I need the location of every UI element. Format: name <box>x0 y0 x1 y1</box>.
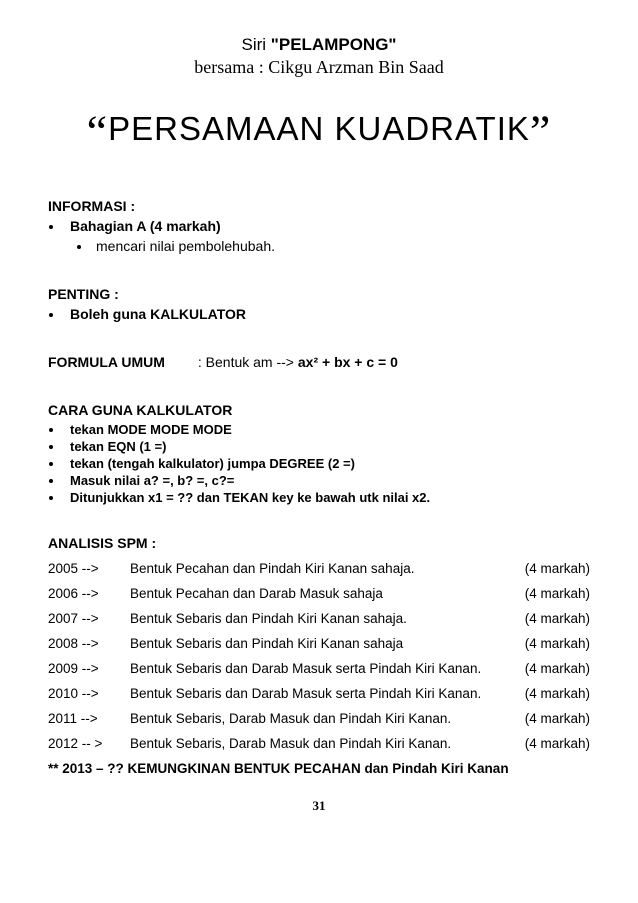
analisis-table: 2005 -->Bentuk Pecahan dan Pindah Kiri K… <box>48 561 590 751</box>
analisis-desc: Bentuk Sebaris, Darab Masuk dan Pindah K… <box>130 711 508 726</box>
author-line: bersama : Cikgu Arzman Bin Saad <box>48 57 590 78</box>
cara-item-2: tekan EQN (1 =) <box>64 439 590 454</box>
informasi-item-1-sub: mencari nilai pembolehubah. <box>92 238 590 254</box>
formula-row: FORMULA UMUM : Bentuk am --> ax² + bx + … <box>48 354 590 370</box>
analisis-future: ** 2013 – ?? KEMUNGKINAN BENTUK PECAHAN … <box>48 761 590 776</box>
analisis-year: 2008 --> <box>48 636 130 651</box>
analisis-row: 2012 -- >Bentuk Sebaris, Darab Masuk dan… <box>48 736 590 751</box>
header: Siri "PELAMPONG" bersama : Cikgu Arzman … <box>48 35 590 78</box>
cara-item-1: tekan MODE MODE MODE <box>64 422 590 437</box>
penting-label: PENTING : <box>48 286 590 302</box>
analisis-marks: (4 markah) <box>508 611 590 626</box>
cara-item-3: tekan (tengah kalkulator) jumpa DEGREE (… <box>64 456 590 471</box>
close-quote: ” <box>530 105 551 156</box>
analisis-year: 2011 --> <box>48 711 130 726</box>
page-title: “PERSAMAAN KUADRATIK” <box>48 110 590 148</box>
analisis-year: 2007 --> <box>48 611 130 626</box>
analisis-marks: (4 markah) <box>508 711 590 726</box>
analisis-year: 2010 --> <box>48 686 130 701</box>
analisis-marks: (4 markah) <box>508 736 590 751</box>
analisis-marks: (4 markah) <box>508 686 590 701</box>
analisis-row: 2008 -->Bentuk Sebaris dan Pindah Kiri K… <box>48 636 590 651</box>
analisis-desc: Bentuk Sebaris dan Pindah Kiri Kanan sah… <box>130 611 508 626</box>
analisis-year: 2012 -- > <box>48 736 130 751</box>
open-quote: “ <box>87 105 108 156</box>
formula-label: FORMULA UMUM <box>48 354 194 370</box>
analisis-row: 2011 -->Bentuk Sebaris, Darab Masuk dan … <box>48 711 590 726</box>
cara-item-4: Masuk nilai a? =, b? =, c?= <box>64 473 590 488</box>
siri-prefix: Siri <box>242 35 271 54</box>
analisis-desc: Bentuk Pecahan dan Darab Masuk sahaja <box>130 586 508 601</box>
cara-list: tekan MODE MODE MODE tekan EQN (1 =) tek… <box>48 422 590 505</box>
informasi-item-1: Bahagian A (4 markah) mencari nilai pemb… <box>64 218 590 254</box>
analisis-row: 2010 -->Bentuk Sebaris dan Darab Masuk s… <box>48 686 590 701</box>
analisis-year: 2005 --> <box>48 561 130 576</box>
analisis-marks: (4 markah) <box>508 586 590 601</box>
penting-list: Boleh guna KALKULATOR <box>48 306 590 322</box>
analisis-row: 2005 -->Bentuk Pecahan dan Pindah Kiri K… <box>48 561 590 576</box>
analisis-label: ANALISIS SPM : <box>48 535 590 551</box>
penting-item-1: Boleh guna KALKULATOR <box>64 306 590 322</box>
formula-expression: ax² + bx + c = 0 <box>298 354 398 370</box>
informasi-label: INFORMASI : <box>48 198 590 214</box>
analisis-row: 2009 -->Bentuk Sebaris dan Darab Masuk s… <box>48 661 590 676</box>
analisis-year: 2009 --> <box>48 661 130 676</box>
cara-label: CARA GUNA KALKULATOR <box>48 402 590 418</box>
formula-prefix: : Bentuk am --> <box>198 354 298 370</box>
analisis-marks: (4 markah) <box>508 661 590 676</box>
page-number: 31 <box>48 798 590 814</box>
cara-item-5: Ditunjukkan x1 = ?? dan TEKAN key ke baw… <box>64 490 590 505</box>
analisis-desc: Bentuk Pecahan dan Pindah Kiri Kanan sah… <box>130 561 508 576</box>
analisis-row: 2006 -->Bentuk Pecahan dan Darab Masuk s… <box>48 586 590 601</box>
siri-title: "PELAMPONG" <box>271 35 397 54</box>
analisis-marks: (4 markah) <box>508 636 590 651</box>
analisis-year: 2006 --> <box>48 586 130 601</box>
analisis-desc: Bentuk Sebaris dan Darab Masuk serta Pin… <box>130 661 508 676</box>
title-text: PERSAMAAN KUADRATIK <box>108 110 530 147</box>
analisis-desc: Bentuk Sebaris dan Darab Masuk serta Pin… <box>130 686 508 701</box>
series-line: Siri "PELAMPONG" <box>48 35 590 55</box>
analisis-marks: (4 markah) <box>508 561 590 576</box>
analisis-row: 2007 -->Bentuk Sebaris dan Pindah Kiri K… <box>48 611 590 626</box>
informasi-list: Bahagian A (4 markah) mencari nilai pemb… <box>48 218 590 254</box>
analisis-desc: Bentuk Sebaris dan Pindah Kiri Kanan sah… <box>130 636 508 651</box>
informasi-item-1-text: Bahagian A (4 markah) <box>70 218 221 234</box>
analisis-desc: Bentuk Sebaris, Darab Masuk dan Pindah K… <box>130 736 508 751</box>
